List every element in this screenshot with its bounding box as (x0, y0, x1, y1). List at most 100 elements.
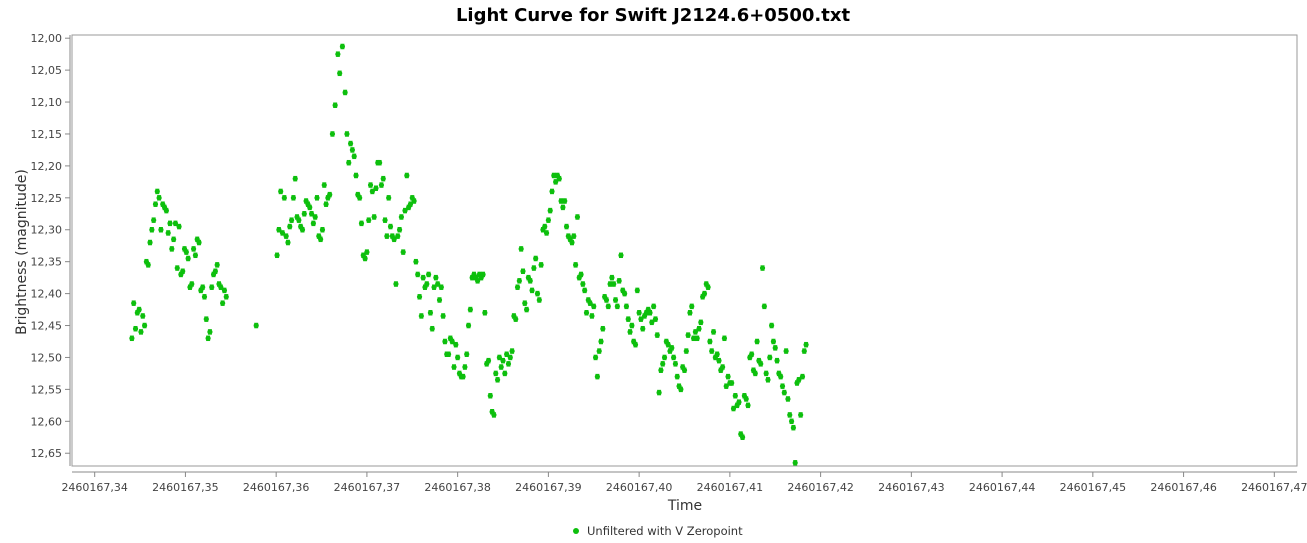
data-marker (779, 383, 786, 389)
data-point (587, 300, 593, 306)
data-marker (505, 361, 512, 367)
data-marker (358, 220, 365, 226)
data-marker (212, 268, 218, 274)
data-point (299, 227, 306, 233)
y-tick-label: 12,00 (31, 32, 63, 45)
data-point (502, 370, 508, 377)
data-marker (574, 214, 581, 220)
data-point (500, 357, 506, 364)
data-point (183, 249, 189, 255)
y-tick-label: 12,50 (31, 351, 63, 364)
data-marker (520, 268, 526, 274)
data-point (542, 223, 548, 230)
data-marker (180, 268, 186, 274)
data-point (371, 214, 377, 220)
data-marker (398, 214, 404, 220)
data-point (524, 306, 530, 313)
data-point (174, 265, 180, 271)
data-point (745, 402, 751, 409)
data-marker (498, 364, 504, 370)
data-point (701, 290, 708, 297)
x-tick-label: 2460167,41 (697, 481, 763, 494)
data-marker (467, 306, 473, 313)
data-point (329, 131, 336, 137)
data-marker (801, 348, 807, 354)
data-point (404, 172, 410, 179)
data-point (335, 51, 341, 57)
data-marker (705, 284, 711, 290)
data-marker (364, 249, 370, 255)
data-marker (739, 434, 746, 440)
data-marker (279, 230, 286, 236)
data-point (196, 239, 202, 246)
data-point (129, 335, 135, 342)
data-marker (534, 291, 541, 297)
data-point (538, 262, 544, 268)
data-marker (183, 249, 189, 255)
data-marker (218, 284, 224, 290)
data-marker (798, 412, 804, 418)
data-point (172, 220, 179, 227)
data-marker (758, 361, 764, 367)
data-point (347, 140, 354, 147)
data-marker (788, 418, 795, 424)
data-marker (301, 211, 307, 217)
legend: Unfiltered with V Zeropoint (573, 524, 743, 538)
data-marker (451, 364, 457, 370)
data-points (129, 43, 809, 466)
data-marker (720, 364, 726, 370)
data-marker (460, 374, 466, 380)
data-marker (598, 338, 604, 345)
data-marker (329, 131, 336, 137)
data-marker (683, 348, 689, 354)
data-marker (752, 370, 758, 377)
data-point (482, 310, 488, 316)
data-marker (396, 227, 403, 233)
data-point (209, 284, 215, 290)
data-point (785, 396, 791, 402)
data-marker (335, 51, 341, 57)
data-marker (380, 176, 386, 182)
data-marker (649, 319, 655, 325)
data-marker (529, 287, 535, 294)
data-point (396, 227, 403, 233)
data-point (758, 361, 764, 367)
data-marker (558, 198, 564, 204)
data-point (504, 351, 510, 357)
data-point (358, 220, 365, 227)
data-point (640, 325, 646, 332)
data-point (382, 217, 388, 223)
y-tick-label: 12,05 (31, 64, 63, 77)
data-marker (274, 252, 280, 258)
data-point (393, 281, 399, 287)
data-marker (413, 259, 419, 265)
data-marker (614, 303, 620, 309)
data-marker (763, 370, 769, 377)
data-marker (787, 412, 793, 418)
data-marker (560, 204, 566, 210)
data-point (754, 338, 760, 345)
data-marker (603, 297, 610, 303)
data-marker (658, 367, 664, 373)
x-tick-label: 2460167,44 (969, 481, 1035, 494)
data-point (683, 348, 689, 354)
data-marker (542, 223, 548, 230)
data-point (729, 380, 735, 386)
data-marker (429, 326, 435, 332)
data-marker (533, 255, 539, 262)
data-point (656, 389, 662, 396)
y-tick-label: 12,35 (31, 256, 63, 269)
data-marker (281, 195, 287, 201)
data-point (387, 223, 394, 230)
data-marker (140, 313, 146, 319)
data-marker (163, 207, 169, 214)
data-marker (424, 281, 430, 287)
data-point (138, 329, 144, 335)
data-marker (654, 332, 660, 338)
data-marker (292, 176, 298, 182)
data-point (507, 354, 513, 361)
data-marker (710, 329, 717, 335)
data-point (505, 361, 512, 367)
data-point (692, 329, 698, 335)
data-point (721, 335, 728, 342)
